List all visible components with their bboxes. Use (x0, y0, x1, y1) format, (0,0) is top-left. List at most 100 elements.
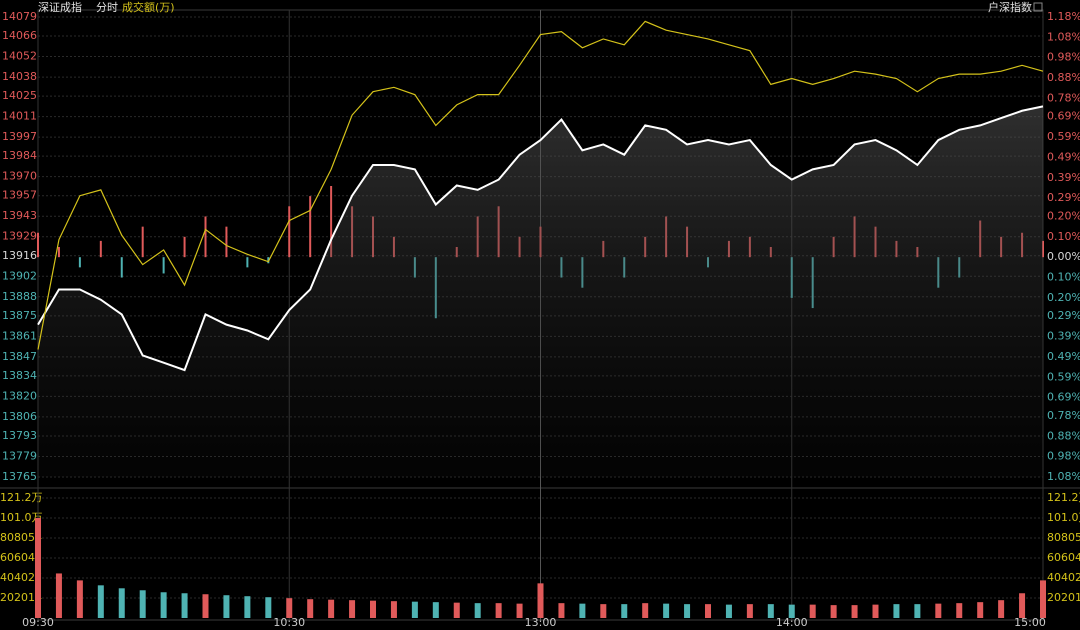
y2-tick-label: 0.69% (1047, 110, 1080, 123)
y2-tick-label: 0.69% (1047, 391, 1080, 404)
y2-tick-label: 0.29% (1047, 309, 1080, 322)
volume-bar (809, 604, 816, 618)
y2-tick-label: 0.49% (1047, 150, 1080, 163)
index-button[interactable]: 户深指数 (988, 0, 1032, 14)
volume-bar (851, 605, 858, 618)
y2-tick-label: 0.39% (1047, 171, 1080, 184)
y-tick-label: 14079 (2, 10, 37, 23)
y-tick-label: 13820 (2, 389, 37, 402)
y-tick-label: 14052 (2, 50, 37, 63)
y2-tick-label: 0.10% (1047, 230, 1080, 243)
y2-tick-label: 0.88% (1047, 71, 1080, 84)
y-tick-label: 13929 (2, 230, 37, 243)
x-tick-label: 09:30 (22, 616, 54, 629)
y-tick-label: 13847 (2, 350, 37, 363)
volume-bar (579, 603, 586, 618)
volume-bar (202, 594, 209, 618)
volume-bar (725, 604, 732, 618)
index-button-icon[interactable] (1033, 2, 1043, 12)
y-tick-label: 14038 (2, 70, 37, 83)
volume-bar (370, 600, 376, 618)
volume-tick-label: 101.0万 (0, 511, 43, 524)
y-tick-label: 13806 (2, 410, 37, 423)
volume-bar (307, 599, 314, 618)
y2-tick-label: 0.88% (1047, 429, 1080, 442)
volume-bar (160, 592, 167, 618)
y-tick-label: 14011 (2, 110, 37, 123)
y-tick-label: 13943 (2, 209, 37, 222)
y2-tick-label: 0.39% (1047, 330, 1080, 343)
volume-bar (893, 604, 900, 618)
y2-tick-label: 0.59% (1047, 370, 1080, 383)
volume-bar (286, 598, 293, 618)
y2-tick-label: 0.00% (1047, 250, 1080, 263)
volume-bar (977, 602, 984, 618)
y2-tick-label: 1.18% (1047, 10, 1080, 23)
volume-bar (453, 602, 460, 618)
y-tick-label: 13984 (2, 149, 37, 162)
volume-bar (97, 585, 104, 618)
volume-bar (411, 601, 418, 618)
line-area (38, 106, 1043, 477)
volume-bar (767, 604, 774, 618)
y2-tick-label: 0.20% (1047, 291, 1080, 304)
volume-tick-label-right: 202014 (1047, 591, 1080, 604)
volume-bar (495, 603, 502, 618)
volume-bar (998, 600, 1005, 618)
y2-tick-label: 0.10% (1047, 271, 1080, 284)
y-tick-label: 13875 (2, 309, 37, 322)
y2-tick-label: 0.98% (1047, 450, 1080, 463)
y-tick-label: 13861 (2, 329, 37, 342)
y-tick-label: 13779 (2, 449, 37, 462)
volume-bar (76, 580, 83, 618)
volume-bar (516, 603, 523, 618)
volume-bar (705, 604, 711, 618)
volume-bar (600, 604, 607, 618)
volume-bar (872, 604, 879, 618)
volume-bar (223, 595, 230, 618)
x-tick-label: 10:30 (273, 616, 305, 629)
y-tick-label: 14066 (2, 29, 37, 42)
volume-bar (1019, 593, 1026, 618)
y2-tick-label: 0.59% (1047, 130, 1080, 143)
volume-bar (55, 573, 62, 618)
volume-bar (118, 588, 125, 618)
volume-bar (935, 603, 942, 618)
y-tick-label: 13997 (2, 130, 37, 143)
volume-tick-label: 404027 (0, 571, 42, 584)
y2-tick-label: 0.78% (1047, 409, 1080, 422)
volume-tick-label-right: 101.0万 (1047, 511, 1080, 524)
y-tick-label: 13765 (2, 470, 37, 483)
volume-bar (914, 604, 921, 618)
volume-bar (663, 603, 670, 618)
header-indicator: 成交额(万) (122, 0, 175, 14)
x-tick-label: 15:00 (1014, 616, 1046, 629)
y-tick-label: 14025 (2, 89, 37, 102)
y-tick-label: 13902 (2, 269, 37, 282)
x-tick-label: 14:00 (776, 616, 808, 629)
y2-tick-label: 0.78% (1047, 91, 1080, 104)
volume-bar (830, 605, 837, 618)
volume-tick-label: 202014 (0, 591, 42, 604)
y-tick-label: 13957 (2, 189, 37, 202)
y-tick-label: 13834 (2, 369, 37, 382)
volume-bar (139, 590, 146, 618)
volume-bar (244, 596, 251, 618)
volume-bar (474, 603, 481, 618)
header-mode: 分时 (96, 1, 118, 14)
y-tick-label: 13888 (2, 290, 37, 303)
volume-bar (432, 602, 439, 618)
price-line (37, 20, 1044, 350)
y2-tick-label: 0.98% (1047, 51, 1080, 64)
volume-tick-label-right: 121.2万 (1047, 491, 1080, 504)
volume-bar (684, 604, 691, 618)
volume-bar (390, 601, 397, 618)
volume-bar (35, 518, 41, 618)
volume-bar (788, 604, 795, 618)
y-tick-label: 13970 (2, 170, 37, 183)
volume-bar (181, 593, 188, 618)
volume-bar (328, 599, 335, 618)
volume-tick-label: 606041 (0, 551, 42, 564)
